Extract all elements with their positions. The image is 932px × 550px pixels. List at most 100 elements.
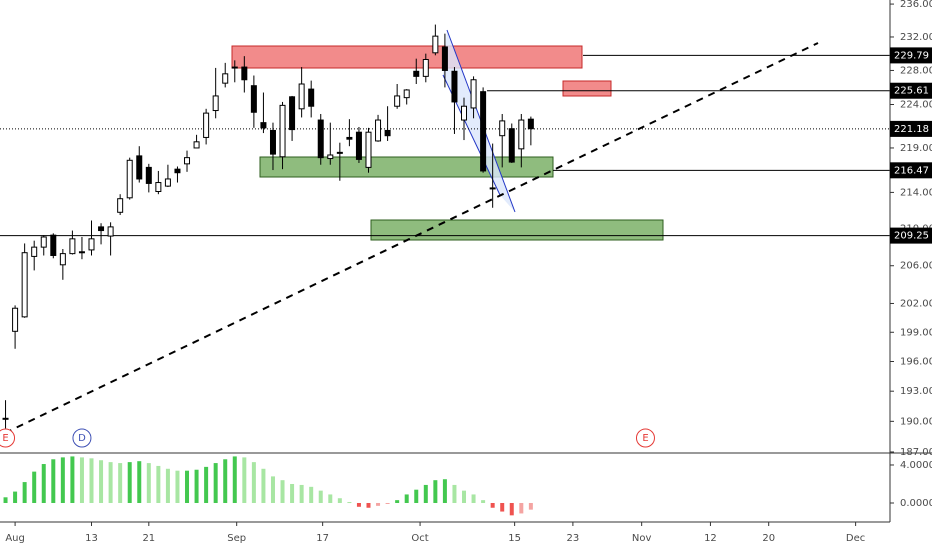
oscillator-bar <box>500 502 505 512</box>
drawings <box>4 29 819 434</box>
y-tick-label: 206.00 <box>900 261 932 272</box>
candle-body <box>527 118 534 130</box>
oscillator-bar <box>89 458 94 503</box>
candle-body <box>346 136 353 140</box>
oscillator-bar <box>118 463 123 503</box>
candle-body <box>327 154 334 160</box>
x-tick-label: Aug <box>5 533 25 544</box>
support-zone <box>259 156 554 178</box>
x-tick-label: Sep <box>227 533 246 544</box>
x-tick-label: 12 <box>704 533 717 544</box>
oscillator-bar <box>261 468 266 503</box>
oscillator-bar <box>108 462 113 503</box>
candle-body <box>88 238 95 251</box>
level-label: 225.61 <box>894 86 929 97</box>
x-tick-label: Oct <box>411 533 428 544</box>
marks <box>0 3 894 526</box>
event-label: E <box>642 433 648 444</box>
candle-body <box>50 234 57 256</box>
oscillator-bar <box>356 502 361 507</box>
candle-body <box>508 128 515 163</box>
candle-body <box>375 119 382 142</box>
oscillator-bar <box>481 500 486 503</box>
oscillator-bar <box>337 498 342 503</box>
x-tick-label: 15 <box>508 533 521 544</box>
candle-body <box>269 129 276 155</box>
candle-body <box>222 73 229 84</box>
candle-body <box>145 166 152 184</box>
y-tick-label: 219.00 <box>900 143 932 154</box>
oscillator-bar <box>99 460 104 503</box>
candle-body <box>422 59 429 77</box>
candle-body <box>308 88 315 107</box>
oscillator-bar <box>299 484 304 503</box>
oscillator-bar <box>509 502 514 516</box>
event-marker <box>0 428 16 448</box>
y-tick-label: 232.00 <box>900 32 932 43</box>
candle-body <box>394 95 401 107</box>
oscillator-bar <box>146 463 151 503</box>
oscillator-bar <box>251 462 256 503</box>
oscillator-bar <box>156 465 161 503</box>
oscillator-bar <box>232 456 237 503</box>
candle-body <box>489 187 496 190</box>
oscillator-bar <box>137 461 142 503</box>
event-marker <box>72 428 92 448</box>
x-tick-label: 21 <box>142 533 155 544</box>
resistance-zone <box>562 80 612 97</box>
candle-body <box>298 83 305 110</box>
oscillator-bar <box>270 476 275 503</box>
y-tick-label: 187.00 <box>900 447 932 458</box>
candle-body <box>203 112 210 138</box>
y-tick-label: 228.00 <box>900 65 932 76</box>
support-zone <box>370 219 664 241</box>
oscillator-bar <box>385 502 390 504</box>
y-tick-label: 199.00 <box>900 327 932 338</box>
x-tick-label: 17 <box>316 533 329 544</box>
oscillator-bar <box>242 457 247 503</box>
oscillator-bar <box>79 457 84 503</box>
candle-body <box>461 105 468 121</box>
oscillator-bar <box>60 457 65 503</box>
candle-body <box>518 119 525 150</box>
candle-body <box>31 246 38 257</box>
y-tick-label: 196.00 <box>900 357 932 368</box>
oscillator-bar <box>223 459 228 503</box>
oscillator-bar <box>519 502 524 514</box>
candle-body <box>136 155 143 180</box>
candle-body <box>126 159 133 199</box>
candle-body <box>98 226 105 232</box>
x-tick-label: 23 <box>567 533 580 544</box>
y-tick-label: 202.00 <box>900 298 932 309</box>
oscillator-bar <box>471 494 476 503</box>
oscillator-bar <box>22 482 27 503</box>
oscillator-bar <box>318 490 323 503</box>
oscillator-bar <box>376 502 381 506</box>
oscillator-bar <box>13 491 18 503</box>
candle-body <box>184 157 191 165</box>
candle-body <box>40 236 47 248</box>
candle-body <box>21 252 28 318</box>
candle-body <box>212 95 219 112</box>
oscillator-bar <box>175 470 180 503</box>
x-tick-label: Dec <box>846 533 865 544</box>
y-tick-label: 0.0000 <box>900 498 932 509</box>
candle-body <box>480 91 487 172</box>
level-label: 216.47 <box>894 165 929 176</box>
oscillator-bar <box>328 494 333 503</box>
candle-body <box>117 198 124 213</box>
level-label: 229.79 <box>894 50 929 61</box>
oscillator-bar <box>347 502 352 504</box>
x-tick-label: Nov <box>632 533 652 544</box>
oscillator-bar <box>452 484 457 503</box>
candle-body <box>155 182 162 193</box>
oscillator-bar <box>280 480 285 503</box>
y-tick-label: 224.00 <box>900 100 932 111</box>
candle-body <box>384 129 391 137</box>
candle-body <box>355 131 362 160</box>
oscillator-bar <box>204 466 209 503</box>
oscillator-bar <box>433 480 438 503</box>
oscillator-bar <box>165 468 170 503</box>
level-badge <box>890 162 932 179</box>
